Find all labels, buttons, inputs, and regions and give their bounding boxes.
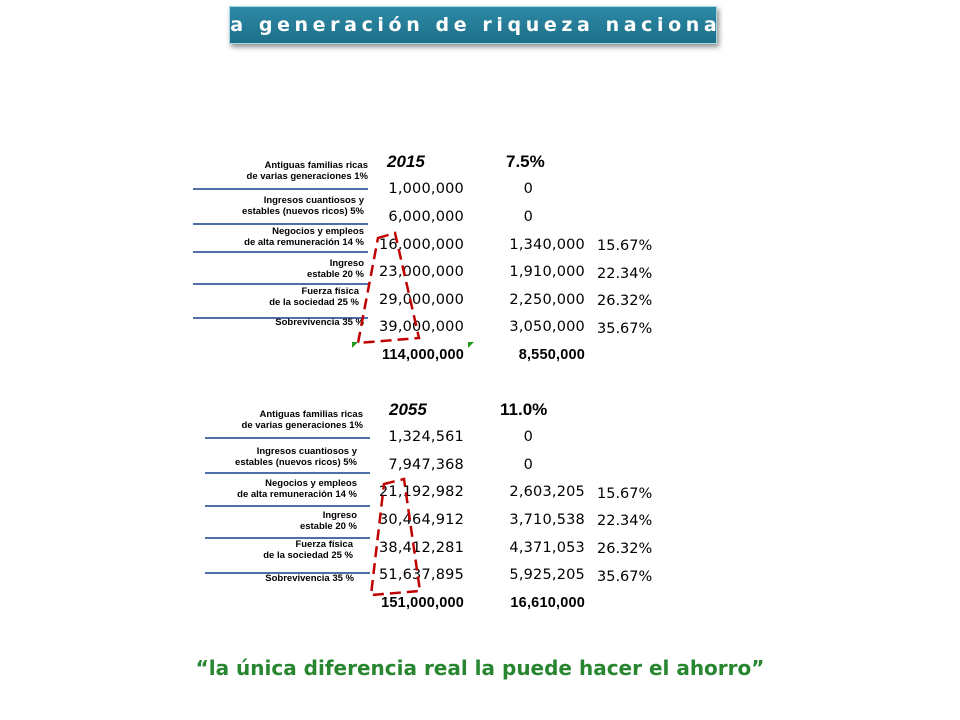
category-label: Fuerza física de la sociedad 25 % [269, 286, 359, 308]
gain-value: 2,603,205 [509, 484, 585, 500]
category-label: Ingreso estable 20 % [306, 258, 364, 280]
rate-header: 11.0% [500, 400, 548, 419]
gain-value: 0 [523, 457, 533, 473]
total-gain: 8,550,000 [518, 347, 585, 363]
category-label: Ingreso estable 20 % [299, 510, 357, 532]
total-base: 114,000,000 [381, 347, 464, 363]
base-value: 51,637,895 [378, 567, 464, 583]
page-title: La generación de riqueza nacional [213, 14, 733, 36]
base-value: 7,947,368 [388, 457, 464, 473]
percentage: 15.67% [597, 238, 653, 254]
gain-value: 3,050,000 [509, 319, 585, 335]
year-header: 2015 [387, 152, 425, 171]
category-label: Ingresos cuantiosos y estables (nuevos ri… [242, 195, 364, 217]
base-value: 29,000,000 [378, 292, 464, 308]
rate-header: 7.5% [506, 152, 545, 171]
separator-line [205, 505, 370, 507]
separator-line [193, 317, 368, 319]
percentage: 15.67% [597, 486, 653, 502]
category-label: Fuerza física de la sociedad 25 % [263, 539, 353, 561]
category-label: Sobrevivencia 35 % [275, 317, 364, 328]
separator-line [205, 472, 370, 474]
base-value: 39,000,000 [378, 319, 464, 335]
percentage: 26.32% [597, 541, 653, 557]
base-value: 6,000,000 [388, 209, 464, 225]
gain-value: 0 [523, 181, 533, 197]
separator-line [205, 537, 370, 539]
category-label: Antiguas familias ricas de varias generac… [241, 409, 363, 431]
separator-line [193, 283, 368, 285]
base-value: 1,324,561 [388, 429, 464, 445]
separator-line [205, 572, 370, 574]
percentage: 35.67% [597, 569, 653, 585]
separator-line [193, 251, 368, 253]
savings-quote: “la única diferencia real la puede hacer… [195, 656, 765, 680]
gain-value: 1,340,000 [509, 237, 585, 253]
base-value: 38,412,281 [378, 540, 464, 556]
gain-value: 0 [523, 429, 533, 445]
category-label: Antiguas familias ricas de varias generac… [246, 160, 368, 182]
separator-line [193, 223, 368, 225]
gain-value: 2,250,000 [509, 292, 585, 308]
separator-line [193, 188, 368, 190]
base-value: 1,000,000 [388, 181, 464, 197]
gain-value: 5,925,205 [509, 567, 585, 583]
percentage: 26.32% [597, 293, 653, 309]
percentage: 22.34% [597, 513, 653, 529]
base-value: 16,000,000 [378, 237, 464, 253]
total-base: 151,000,000 [381, 595, 464, 611]
gain-value: 1,910,000 [509, 264, 585, 280]
total-gain: 16,610,000 [510, 595, 585, 611]
percentage: 22.34% [597, 266, 653, 282]
category-label: Negocios y empleos de alta remuneración 1… [237, 478, 357, 500]
base-value: 21,192,982 [378, 484, 464, 500]
category-label: Ingresos cuantiosos y estables (nuevos ri… [235, 446, 357, 468]
separator-line [205, 437, 370, 439]
year-header: 2055 [389, 400, 427, 419]
title-banner: La generación de riqueza nacional [214, 6, 728, 44]
gain-value: 0 [523, 209, 533, 225]
base-value: 23,000,000 [378, 264, 464, 280]
category-label: Sobrevivencia 35 % [265, 573, 354, 584]
percentage: 35.67% [597, 321, 653, 337]
base-value: 30,464,912 [378, 512, 464, 528]
gain-value: 4,371,053 [509, 540, 585, 556]
gain-value: 3,710,538 [509, 512, 585, 528]
category-label: Negocios y empleos de alta remuneración 1… [244, 226, 364, 248]
